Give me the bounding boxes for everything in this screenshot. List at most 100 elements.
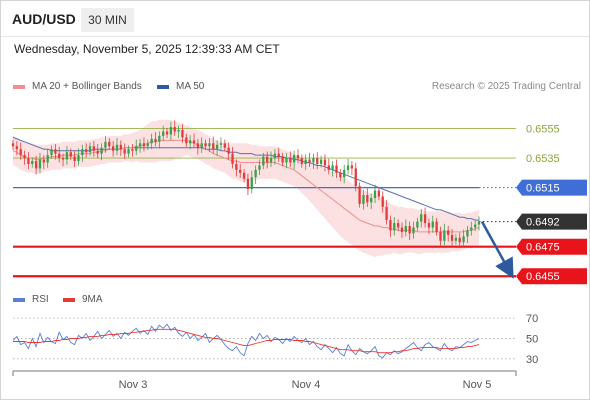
forecast-arrow <box>480 220 514 279</box>
level-label-support: 0.6475 <box>526 242 560 254</box>
copyright-text: Research © 2025 Trading Central <box>431 81 581 92</box>
candle-body <box>466 230 469 237</box>
candle-body <box>420 214 423 222</box>
candle-body <box>138 143 142 147</box>
price-levels-layer <box>13 128 516 278</box>
candle-body <box>88 146 92 153</box>
candle-body <box>196 143 200 148</box>
rsi-tick-label: 70 <box>526 313 538 325</box>
candle-body <box>350 165 354 169</box>
candle-body <box>204 143 207 147</box>
legend-rsi-label: RSI <box>32 294 49 305</box>
candle-body <box>277 153 280 157</box>
candle-body <box>181 130 184 138</box>
rsi-series-9ma <box>13 328 480 354</box>
candle-body <box>38 159 42 169</box>
level-label-support: 0.6455 <box>526 271 560 283</box>
candle-body <box>131 149 134 151</box>
candle-body <box>373 190 377 198</box>
candle-body <box>400 227 404 232</box>
legend-rsi: RSI <box>13 294 49 305</box>
level-tag-last-price <box>516 213 587 230</box>
candle-body <box>262 156 265 166</box>
candle-body <box>219 143 223 145</box>
candle-body <box>358 186 361 204</box>
candle-body <box>396 223 400 228</box>
candle-body <box>111 146 115 151</box>
legend-ma50-label: MA 50 <box>176 81 205 92</box>
candle-body <box>381 196 384 207</box>
candle-body <box>11 143 15 147</box>
candle-body <box>254 169 257 178</box>
candle-body <box>231 153 234 164</box>
rsi-tick-label: 50 <box>526 333 538 345</box>
candle-body <box>312 158 315 163</box>
candle-body <box>92 146 96 151</box>
rsi-tick-label: 30 <box>526 354 538 366</box>
level-label-resistance: 0.6535 <box>526 153 560 165</box>
candle-body <box>427 223 431 228</box>
candle-body <box>296 155 300 159</box>
level-tag-support <box>516 268 587 285</box>
candle-body <box>81 149 84 156</box>
candle-body <box>165 131 169 135</box>
candle-body <box>146 143 149 147</box>
candle-body <box>227 147 230 154</box>
legend-9ma-label: 9MA <box>82 294 103 305</box>
candle-body <box>354 168 357 187</box>
candle-body <box>377 190 381 197</box>
candle-body <box>362 195 365 204</box>
candle-body <box>404 226 407 232</box>
candle-body <box>246 178 250 190</box>
bollinger-band-layer <box>13 119 479 257</box>
candle-body <box>85 149 88 153</box>
candle-body <box>470 227 473 231</box>
candle-body <box>423 214 427 224</box>
candle-body <box>208 143 211 147</box>
candle-body <box>250 177 253 190</box>
candle-body <box>454 237 458 241</box>
candle-body <box>385 206 388 221</box>
candle-body <box>304 159 307 164</box>
x-tick-label: Nov 3 <box>119 379 148 391</box>
candle-body <box>185 137 188 144</box>
candle-body <box>258 165 261 170</box>
rsi-swatch <box>13 297 25 302</box>
candle-body <box>323 159 327 166</box>
candle-body <box>235 163 238 170</box>
candle-body <box>192 140 196 144</box>
candle-body <box>135 146 138 151</box>
candle-body <box>50 149 53 156</box>
pair-title: AUD/USD <box>12 11 76 27</box>
candle-body <box>266 156 269 163</box>
ma50-swatch <box>157 84 169 89</box>
candle-body <box>416 221 419 228</box>
candle-body <box>477 221 481 225</box>
candle-body <box>393 223 396 231</box>
candle-body <box>389 220 392 231</box>
candle-body <box>269 158 273 163</box>
candle-body <box>408 226 411 234</box>
candle-body <box>27 158 30 164</box>
candle-body <box>300 158 303 164</box>
legend-9ma: 9MA <box>63 294 103 305</box>
candle-body <box>431 221 434 228</box>
candle-body <box>58 153 61 159</box>
candle-body <box>54 149 57 154</box>
x-tick-label: Nov 4 <box>292 379 321 391</box>
candle-body <box>319 159 323 164</box>
candle-body <box>46 155 49 163</box>
candle-body <box>31 161 34 164</box>
candle-body <box>346 165 350 170</box>
timeframe-button[interactable]: 30 MIN <box>81 8 134 32</box>
candle-body <box>65 152 69 160</box>
candle-body <box>77 155 80 162</box>
candle-body <box>154 138 157 142</box>
legend-ma50: MA 50 <box>157 81 204 92</box>
candle-body <box>119 144 122 150</box>
candle-body <box>189 140 192 144</box>
candle-body <box>242 172 246 179</box>
candle-body <box>450 234 454 241</box>
bollinger-band <box>13 119 479 257</box>
legend-bollinger: MA 20 + Bollinger Bands <box>13 81 142 92</box>
